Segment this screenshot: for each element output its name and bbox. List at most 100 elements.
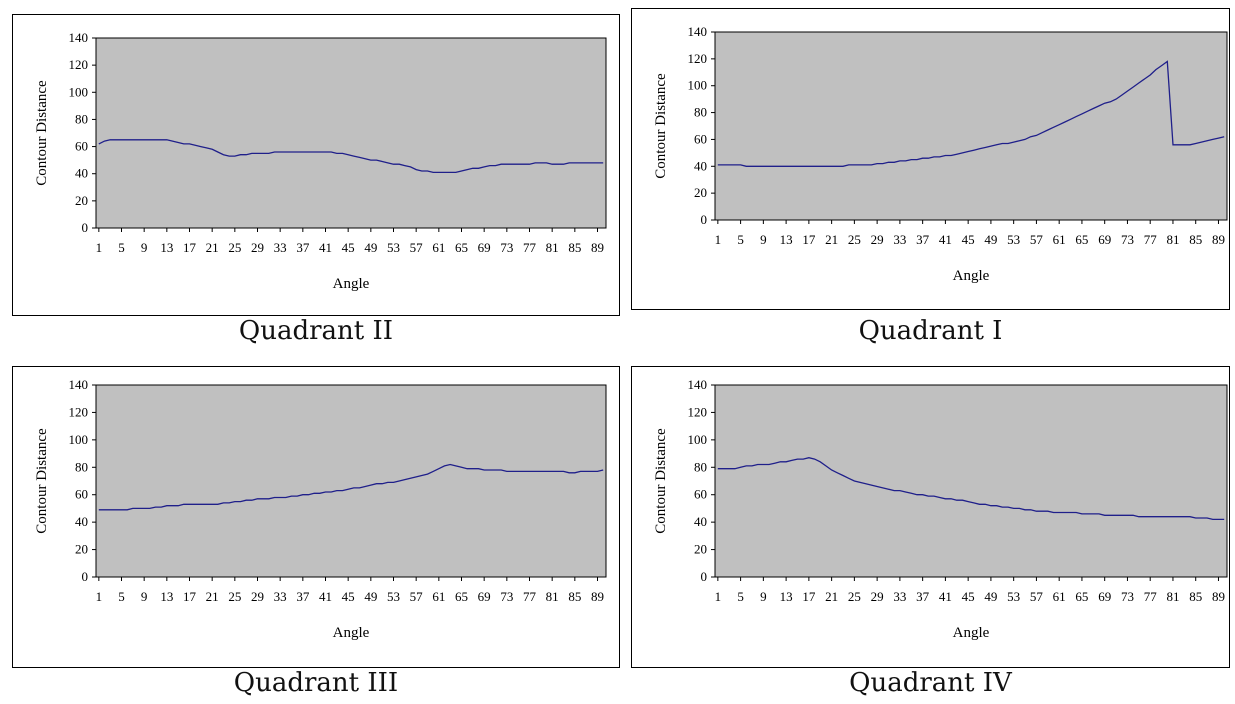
- x-tick-label: 77: [1144, 589, 1158, 604]
- x-tick-label: 25: [228, 240, 241, 255]
- y-tick-label: 120: [69, 404, 89, 419]
- x-tick-label: 61: [1053, 589, 1066, 604]
- y-tick-label: 100: [688, 432, 708, 447]
- y-tick-label: 0: [82, 220, 89, 235]
- y-tick-label: 80: [75, 459, 88, 474]
- x-tick-label: 9: [141, 589, 148, 604]
- x-tick-label: 33: [274, 240, 287, 255]
- x-tick-label: 73: [500, 240, 513, 255]
- y-tick-label: 40: [694, 514, 707, 529]
- y-tick-label: 0: [82, 569, 89, 584]
- x-tick-label: 1: [96, 240, 103, 255]
- x-tick-label: 45: [962, 232, 975, 247]
- x-tick-label: 29: [871, 232, 884, 247]
- x-tick-label: 69: [478, 240, 491, 255]
- x-tick-label: 45: [342, 240, 355, 255]
- x-tick-label: 57: [1030, 232, 1044, 247]
- x-tick-label: 9: [141, 240, 148, 255]
- x-tick-label: 1: [96, 589, 103, 604]
- x-tick-label: 13: [160, 240, 173, 255]
- data-series-line: [98, 139, 604, 174]
- plot-area: [714, 31, 1228, 221]
- x-tick-label: 81: [1166, 232, 1179, 247]
- x-tick-label: 85: [568, 589, 581, 604]
- x-tick-label: 61: [432, 589, 445, 604]
- y-tick-label: 20: [75, 542, 88, 557]
- y-axis-label: Contour Distance: [653, 428, 669, 534]
- x-tick-label: 17: [802, 232, 816, 247]
- x-tick-label: 33: [274, 589, 287, 604]
- x-tick-label: 45: [962, 589, 975, 604]
- x-tick-label: 5: [118, 240, 125, 255]
- data-series-line: [98, 463, 604, 511]
- x-tick-label: 25: [228, 589, 241, 604]
- x-tick-label: 77: [1144, 232, 1158, 247]
- y-tick-label: 40: [694, 158, 707, 173]
- x-tick-label: 37: [296, 589, 310, 604]
- x-tick-label: 53: [1007, 232, 1020, 247]
- x-tick-label: 69: [478, 589, 491, 604]
- x-tick-label: 81: [546, 589, 559, 604]
- x-tick-label: 17: [183, 240, 197, 255]
- y-tick-label: 60: [75, 139, 88, 154]
- y-tick-label: 80: [694, 459, 707, 474]
- x-tick-label: 53: [387, 240, 400, 255]
- plot-area: [714, 384, 1228, 578]
- x-tick-label: 53: [387, 589, 400, 604]
- quadrant-i-caption: Quadrant I: [858, 316, 1003, 346]
- y-tick-label: 20: [694, 542, 707, 557]
- x-tick-label: 37: [296, 240, 310, 255]
- y-tick-label: 40: [75, 166, 88, 181]
- x-tick-label: 65: [1075, 232, 1088, 247]
- y-axis-label: Contour Distance: [34, 428, 50, 534]
- x-tick-label: 85: [1189, 589, 1202, 604]
- x-tick-label: 17: [183, 589, 197, 604]
- y-tick-label: 100: [688, 78, 708, 93]
- y-tick-label: 60: [694, 487, 707, 502]
- x-tick-label: 13: [780, 232, 793, 247]
- x-tick-label: 49: [984, 589, 997, 604]
- x-tick-label: 53: [1007, 589, 1020, 604]
- x-axis-label: Angle: [953, 625, 990, 641]
- x-tick-label: 21: [206, 589, 219, 604]
- x-tick-label: 33: [893, 232, 906, 247]
- x-tick-label: 29: [251, 240, 264, 255]
- x-tick-label: 57: [410, 589, 424, 604]
- y-tick-label: 20: [75, 193, 88, 208]
- quadrant-ii-caption: Quadrant II: [238, 316, 394, 346]
- y-tick-label: 20: [694, 185, 707, 200]
- x-tick-label: 65: [455, 589, 468, 604]
- x-tick-label: 33: [893, 589, 906, 604]
- y-axis-label: Contour Distance: [34, 80, 50, 186]
- y-tick-label: 140: [69, 30, 89, 45]
- x-tick-label: 9: [760, 232, 767, 247]
- data-series-line: [717, 457, 1225, 521]
- x-tick-label: 13: [160, 589, 173, 604]
- y-tick-label: 60: [694, 131, 707, 146]
- x-tick-label: 37: [916, 589, 930, 604]
- x-tick-label: 89: [591, 589, 604, 604]
- x-tick-label: 85: [568, 240, 581, 255]
- x-tick-label: 25: [848, 589, 861, 604]
- x-tick-label: 69: [1098, 232, 1111, 247]
- x-tick-label: 17: [802, 589, 816, 604]
- x-tick-label: 85: [1189, 232, 1202, 247]
- x-tick-label: 5: [737, 232, 744, 247]
- x-tick-label: 41: [319, 240, 332, 255]
- x-tick-label: 73: [1121, 589, 1134, 604]
- x-tick-label: 49: [364, 240, 377, 255]
- x-tick-label: 81: [546, 240, 559, 255]
- quadrant-i-chart: 0 20 40 60 80 100 120 140 1 5 9 13 17 21 25 29 33 37 41 45 4…: [631, 8, 1230, 310]
- x-axis-label: Angle: [333, 276, 370, 292]
- x-tick-label: 41: [939, 589, 952, 604]
- x-tick-label: 9: [760, 589, 767, 604]
- x-tick-label: 77: [523, 589, 537, 604]
- x-tick-label: 13: [780, 589, 793, 604]
- x-tick-label: 57: [410, 240, 424, 255]
- x-tick-label: 21: [825, 232, 838, 247]
- x-tick-label: 41: [939, 232, 952, 247]
- x-tick-label: 57: [1030, 589, 1044, 604]
- x-tick-label: 73: [500, 589, 513, 604]
- quadrant-ii-chart-svg: 0 20 40 60 80 100 120 140 1 5 9 13 17 21 25 29 33 37 41 45 4…: [12, 14, 620, 316]
- quadrant-iv-chart: 0 20 40 60 80 100 120 140 1 5 9 13 17 21 25 29 33 37 41 45 4…: [631, 366, 1230, 668]
